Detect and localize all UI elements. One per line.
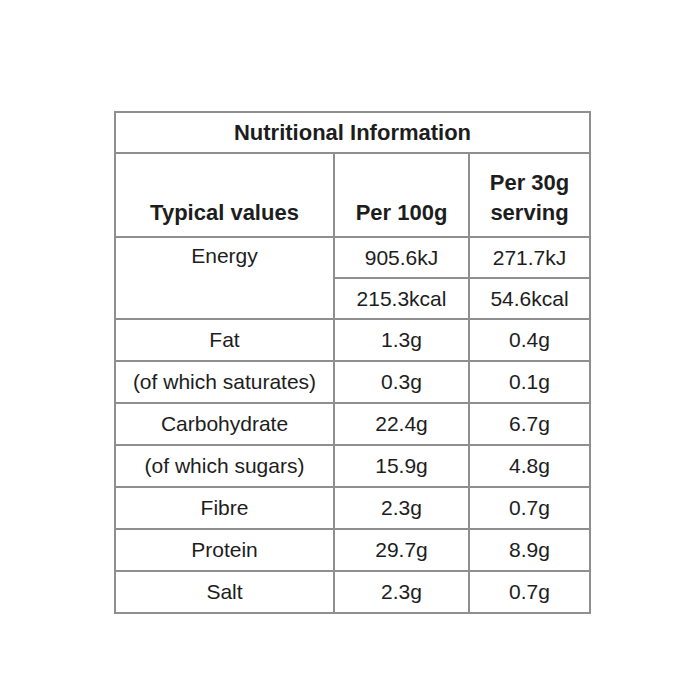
protein-per-100g: 29.7g <box>334 529 469 571</box>
row-label-carbohydrate: Carbohydrate <box>115 403 334 445</box>
row-label-protein: Protein <box>115 529 334 571</box>
table-title: Nutritional Information <box>115 112 590 153</box>
saturates-per-100g: 0.3g <box>334 361 469 403</box>
energy-kcal-per-100g: 215.3kcal <box>334 278 469 319</box>
row-label-sugars: (of which sugars) <box>115 445 334 487</box>
energy-kj-per-30g: 271.7kJ <box>469 237 590 278</box>
saturates-per-30g: 0.1g <box>469 361 590 403</box>
table-row-sugars: (of which sugars) 15.9g 4.8g <box>115 445 590 487</box>
row-label-energy: Energy <box>115 237 334 319</box>
header-row: Typical values Per 100g Per 30g serving <box>115 153 590 237</box>
energy-kcal-per-30g: 54.6kcal <box>469 278 590 319</box>
table-row-protein: Protein 29.7g 8.9g <box>115 529 590 571</box>
page: Nutritional Information Typical values P… <box>0 0 700 700</box>
carbohydrate-per-30g: 6.7g <box>469 403 590 445</box>
fat-per-100g: 1.3g <box>334 319 469 361</box>
table-row-fibre: Fibre 2.3g 0.7g <box>115 487 590 529</box>
energy-kj-per-100g: 905.6kJ <box>334 237 469 278</box>
salt-per-30g: 0.7g <box>469 571 590 613</box>
sugars-per-100g: 15.9g <box>334 445 469 487</box>
carbohydrate-per-100g: 22.4g <box>334 403 469 445</box>
row-label-fat: Fat <box>115 319 334 361</box>
fibre-per-100g: 2.3g <box>334 487 469 529</box>
column-header-typical-values: Typical values <box>115 153 334 237</box>
row-label-saturates: (of which saturates) <box>115 361 334 403</box>
nutrition-table: Nutritional Information Typical values P… <box>114 111 591 614</box>
row-label-fibre: Fibre <box>115 487 334 529</box>
row-label-salt: Salt <box>115 571 334 613</box>
fat-per-30g: 0.4g <box>469 319 590 361</box>
fibre-per-30g: 0.7g <box>469 487 590 529</box>
table-row-salt: Salt 2.3g 0.7g <box>115 571 590 613</box>
table-row-carbohydrate: Carbohydrate 22.4g 6.7g <box>115 403 590 445</box>
title-row: Nutritional Information <box>115 112 590 153</box>
salt-per-100g: 2.3g <box>334 571 469 613</box>
sugars-per-30g: 4.8g <box>469 445 590 487</box>
column-header-per-100g: Per 100g <box>334 153 469 237</box>
table-row-fat: Fat 1.3g 0.4g <box>115 319 590 361</box>
protein-per-30g: 8.9g <box>469 529 590 571</box>
table-row-saturates: (of which saturates) 0.3g 0.1g <box>115 361 590 403</box>
column-header-per-30g-serving: Per 30g serving <box>469 153 590 237</box>
energy-kj-row: Energy 905.6kJ 271.7kJ <box>115 237 590 278</box>
